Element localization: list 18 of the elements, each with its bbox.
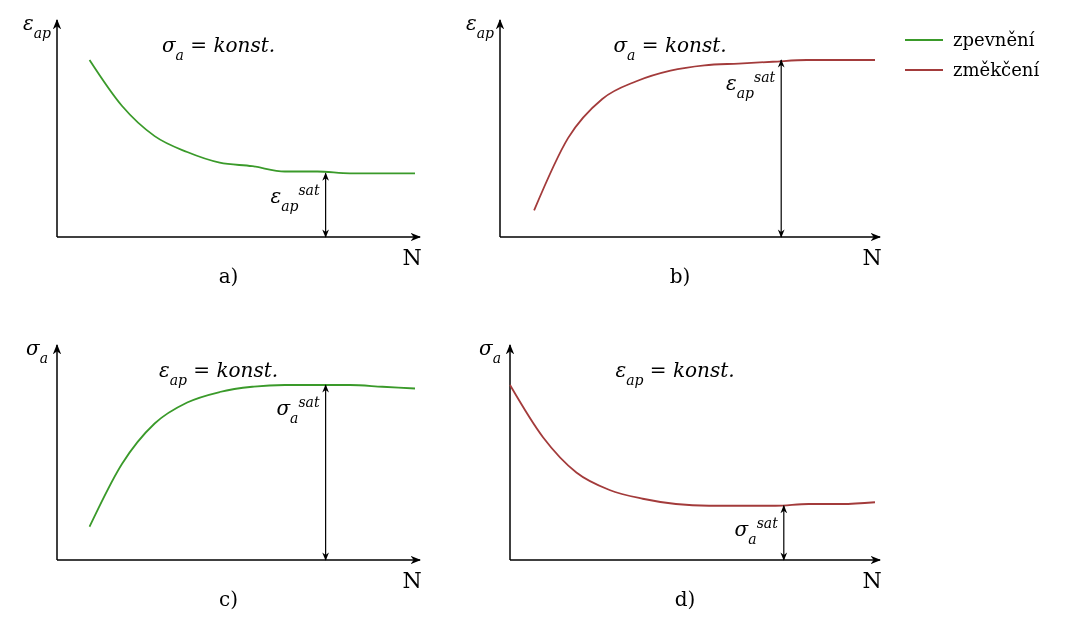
text: c) — [218, 587, 239, 611]
y-axis-title: ε$_{ap}$ — [22, 11, 52, 41]
y-axis-title: σ$_{a}$ — [25, 336, 49, 366]
x-axis-title: N — [402, 245, 422, 270]
text: b) — [669, 264, 691, 288]
x-axis-title: N — [862, 568, 882, 593]
chart-title: ε$_{ap}$ = konst. — [158, 358, 279, 388]
y-axis-title: σ$_{a}$ — [478, 336, 502, 366]
x-axis-title: N — [402, 568, 422, 593]
chart-title: σ$_{a}$ = konst. — [161, 33, 276, 63]
text: a) — [218, 264, 239, 288]
legend-label: zpevnění — [953, 29, 1035, 50]
legend-label: změkčení — [953, 59, 1040, 80]
x-axis-title: N — [862, 245, 882, 270]
text: d) — [674, 587, 696, 611]
y-axis-title: ε$_{ap}$ — [465, 11, 495, 41]
chart-title: ε$_{ap}$ = konst. — [615, 358, 735, 388]
chart-title: σ$_{a}$ = konst. — [613, 33, 727, 63]
